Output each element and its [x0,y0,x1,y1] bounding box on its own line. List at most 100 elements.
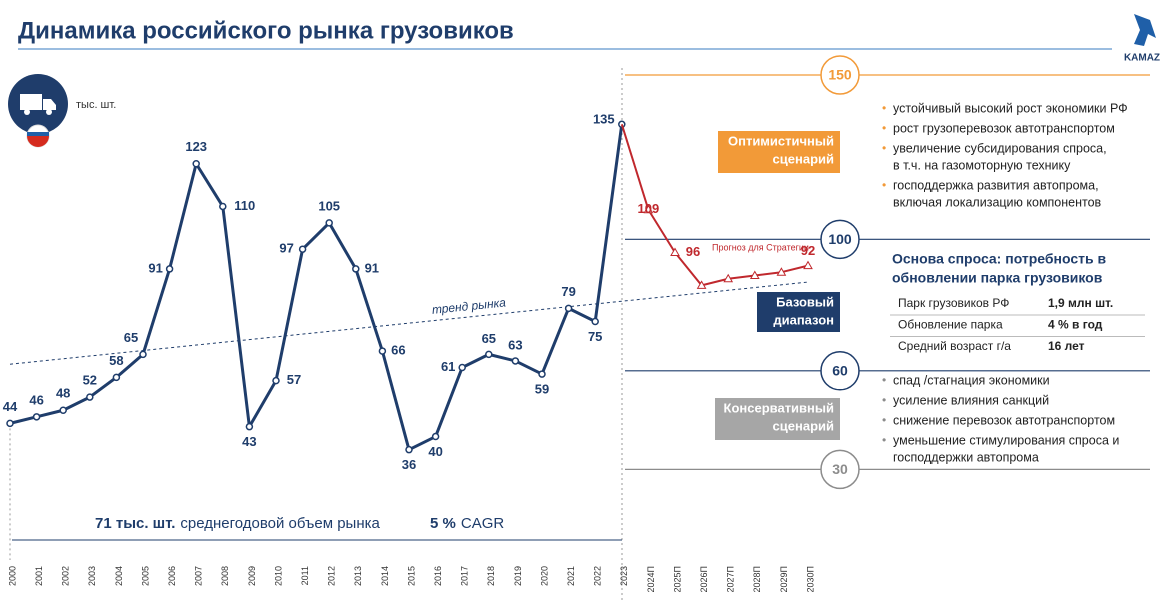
data-label: 123 [185,139,207,154]
data-label: 46 [29,392,43,407]
point [245,422,254,431]
trend-label: тренд рынка [431,295,507,317]
scenario-marker [820,55,860,95]
summary: 71 тыс. шт. среднегодовой объем рынка [95,515,380,532]
scenario-value: 30 [832,461,848,477]
x-tick-label: 2007 [194,566,204,586]
scenario-label: Базовый [776,294,834,309]
data-label: 97 [279,241,293,256]
scenario-marker [820,351,860,391]
scenario-label: сценарий [773,151,834,166]
x-tick-label: 2010 [273,566,283,586]
x-tick-label: 2015 [406,566,416,586]
point [59,406,67,414]
table-value: 4 % в год [1048,318,1103,332]
trend-line [9,281,809,365]
data-label: 43 [242,434,256,449]
scenario-marker [820,219,860,260]
scenario-label: Консервативный [724,400,834,415]
point [723,273,734,283]
x-tick-label: 2028П [752,566,762,593]
point [776,267,787,276]
point [139,350,147,359]
bullet-text: устойчивый высокий рост экономики РФ [893,101,1128,115]
data-label: 135 [593,112,615,127]
table-label: Обновление парка [898,318,1003,332]
x-tick-label: 2003 [87,566,97,586]
scenario-label: сценарий [773,418,834,433]
point [378,347,387,355]
series-connector [620,124,650,211]
scenario-label: диапазон [773,312,834,327]
data-label: 65 [124,330,138,345]
table-value: 16 лет [1048,339,1085,353]
x-tick-label: 2004 [114,566,124,586]
x-tick-label: 2012 [327,566,337,586]
point [192,159,200,168]
bullet-text: рост грузоперевозок автотранспортом [893,121,1115,135]
bullet-text: уменьшение стимулирования спроса и [893,433,1119,447]
panel-heading: обновлении парка грузовиков [892,270,1103,286]
data-label: 40 [428,444,442,459]
bullet-text: усиление влияния санкций [893,393,1049,407]
point [86,393,94,401]
data-label: 63 [508,337,522,352]
bullet: • [882,433,886,447]
bullet-text: увеличение субсидирования спроса, [893,141,1107,155]
legend-label: Прогноз для Стратегии [712,242,809,252]
point [538,370,546,378]
bullet-text: снижение перевозок автотранспортом [893,413,1115,427]
data-label: 61 [441,359,455,374]
x-tick-label: 2020 [539,566,549,586]
bullet: • [882,121,886,135]
x-tick-label: 2017 [460,566,470,586]
point [670,247,680,256]
bullet: • [882,101,886,115]
data-label: 65 [482,331,496,346]
cagr: 5 % CAGR [430,515,504,532]
x-tick-label: 2019 [513,566,523,586]
data-label: 36 [402,457,416,472]
data-label: 91 [365,260,379,275]
data-label: 52 [83,373,97,388]
volume-value: 71 тыс. шт. [95,515,175,532]
point [352,265,360,273]
point [32,413,41,421]
bullet: • [882,178,886,192]
x-tick-label: 2013 [353,566,363,586]
data-label: 59 [535,382,549,397]
point [112,373,121,382]
bullet: • [882,141,886,155]
x-tick-label: 2001 [34,566,44,586]
point [564,304,573,313]
x-tick-label: 2000 [7,566,17,586]
scenario-value: 60 [832,363,848,379]
x-tick-label: 2014 [380,566,390,586]
point [405,445,413,454]
x-tick-label: 2008 [220,566,230,586]
x-tick-label: 2023 [619,566,629,586]
point [511,357,520,365]
point [749,270,760,279]
scenario-value: 150 [828,67,852,83]
point [165,265,174,273]
x-tick-label: 2018 [486,566,496,586]
logo-icon [1134,14,1156,46]
x-tick-label: 2026П [699,566,709,593]
data-label: 58 [109,353,123,368]
scenario-box [718,131,840,173]
table-label: Средний возраст г/а [898,339,1011,353]
data-label: 92 [801,243,815,258]
point [696,280,707,289]
point [272,376,280,385]
x-tick-label: 2030П [805,566,815,593]
truck-icon [8,74,68,148]
point [431,432,440,441]
cagr-value: 5 % [430,515,456,532]
title: Динамика российского рынка грузовиков [18,17,514,44]
point [591,317,599,326]
x-tick-label: 2021 [566,566,576,586]
x-tick-label: 2005 [140,566,150,586]
point [458,363,466,372]
data-label: 105 [318,198,340,213]
